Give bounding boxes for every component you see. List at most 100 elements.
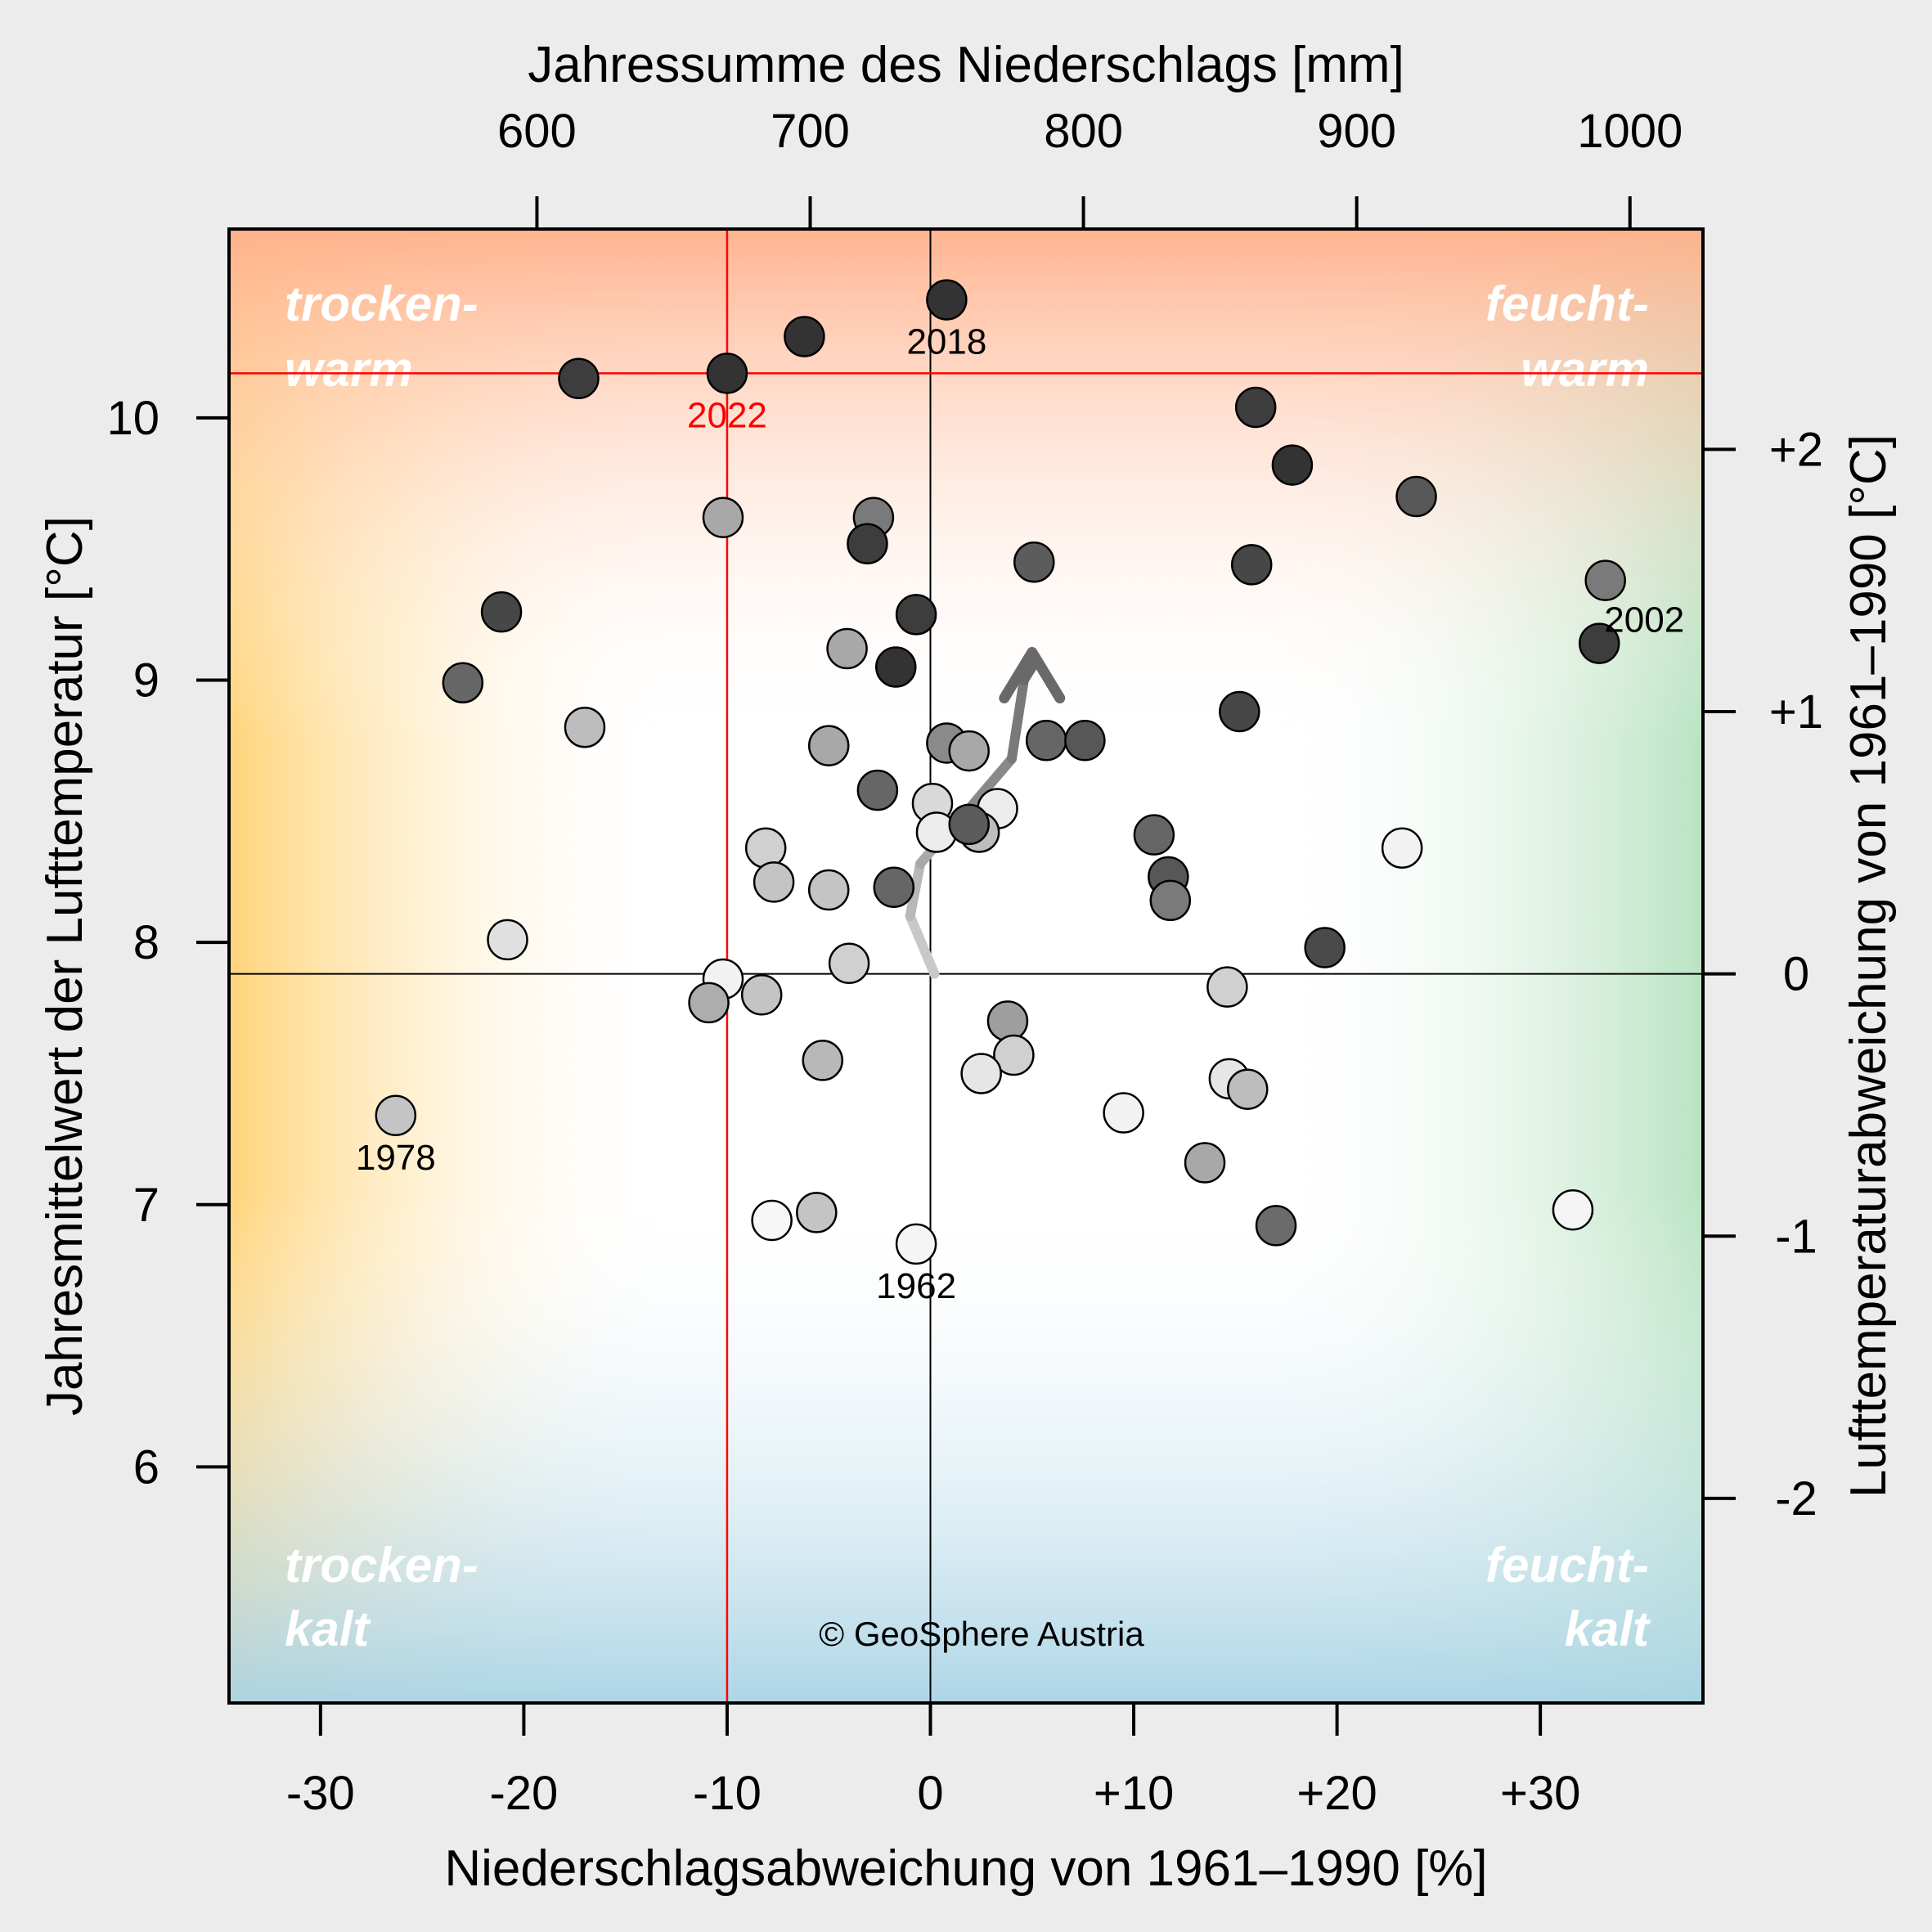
copyright: © GeoSphere Austria — [819, 1615, 1144, 1653]
data-point — [744, 827, 787, 869]
data-point — [993, 1034, 1035, 1076]
trend-segment — [1006, 675, 1029, 764]
data-point — [796, 1192, 838, 1233]
data-point — [751, 1199, 793, 1242]
quadrant-bottom-right-line2: kalt — [1565, 1602, 1651, 1656]
data-point — [1226, 1068, 1269, 1110]
data-point — [688, 982, 730, 1024]
data-point — [375, 1094, 417, 1137]
data-point — [807, 869, 850, 911]
point-label: 1962 — [876, 1266, 956, 1306]
data-point — [1133, 814, 1175, 856]
data-point — [706, 353, 748, 394]
data-point — [986, 1000, 1029, 1042]
right-axis: -2 -1 0 +1 +2 — [1703, 423, 1823, 1525]
data-point — [1584, 559, 1626, 601]
top-tick-label: 700 — [771, 105, 850, 158]
right-tick-label: -2 — [1775, 1472, 1817, 1525]
x-tick-label: -30 — [286, 1767, 355, 1820]
right-tick-label: +2 — [1769, 423, 1823, 476]
data-point — [960, 1053, 1002, 1094]
data-points — [375, 279, 1626, 1265]
data-point — [802, 1040, 844, 1081]
top-tick-label: 800 — [1044, 105, 1123, 158]
data-point — [895, 594, 937, 636]
data-point — [926, 279, 968, 321]
y-axis-title: Jahresmittelwert der Lufttemperatur [°C] — [37, 516, 93, 1416]
data-point — [1206, 966, 1248, 1008]
trend-segment — [905, 858, 926, 922]
top-axis: 600 700 800 900 1000 — [497, 105, 1683, 229]
top-tick-label: 1000 — [1577, 105, 1683, 158]
data-point — [948, 803, 990, 846]
data-point — [948, 730, 990, 772]
trend-segment — [1018, 662, 1037, 685]
top-tick-label: 600 — [497, 105, 577, 158]
point-label: 2002 — [1604, 600, 1684, 640]
x-tick-label: +30 — [1500, 1767, 1580, 1820]
quadrant-bottom-right-line1: feucht- — [1485, 1538, 1649, 1593]
x-tick-label: +20 — [1296, 1767, 1377, 1820]
data-point — [702, 496, 744, 538]
data-point — [1219, 690, 1260, 733]
data-point — [1013, 541, 1055, 583]
data-point — [873, 866, 915, 909]
bottom-axis: -30 -20 -10 0 +10 +20 +30 — [286, 1703, 1580, 1820]
data-point — [1103, 1092, 1144, 1134]
data-point — [1184, 1142, 1226, 1184]
quadrant-top-right-line1: feucht- — [1485, 276, 1649, 331]
data-point — [1234, 386, 1277, 429]
data-point — [564, 706, 606, 748]
top-axis-title: Jahressumme des Niederschlags [mm] — [528, 37, 1404, 93]
left-axis: 6 7 8 9 10 — [106, 392, 229, 1494]
data-point — [740, 974, 783, 1016]
trend-arrow-head — [999, 646, 1066, 703]
x-axis-title: Niederschlagsabweichung von 1961–1990 [%… — [444, 1840, 1487, 1897]
y-tick-label: 6 — [133, 1440, 160, 1494]
plot-frame — [227, 227, 1705, 1705]
data-point — [1304, 927, 1346, 968]
data-point — [1381, 827, 1423, 869]
quadrant-labels: trocken- warm feucht- warm trocken- kalt… — [285, 276, 1651, 1656]
data-point — [480, 591, 523, 633]
y-tick-label: 10 — [106, 392, 160, 445]
y-tick-label: 8 — [133, 916, 160, 969]
trend-segment — [905, 911, 940, 979]
data-point — [784, 316, 825, 357]
data-point — [1025, 719, 1067, 762]
x-tick-label: -10 — [693, 1767, 762, 1820]
point-label: 2018 — [906, 322, 986, 362]
right-tick-label: 0 — [1783, 948, 1809, 1001]
y-axis-right-title: Lufttemperaturabweichung von 1961–1990 [… — [1840, 434, 1897, 1498]
data-point — [1255, 1205, 1297, 1247]
quadrant-top-left-line1: trocken- — [285, 276, 479, 331]
point-label: 1978 — [356, 1138, 436, 1178]
y-tick-label: 7 — [133, 1179, 160, 1232]
data-point — [895, 1223, 937, 1265]
data-point — [874, 646, 917, 688]
right-tick-label: -1 — [1775, 1210, 1817, 1263]
quadrant-bottom-left-line1: trocken- — [285, 1538, 479, 1593]
data-point — [1064, 719, 1106, 762]
data-point — [1395, 475, 1437, 518]
top-tick-label: 900 — [1317, 105, 1396, 158]
data-point — [487, 919, 528, 961]
data-point — [753, 861, 795, 903]
x-tick-label: -20 — [489, 1767, 558, 1820]
data-point — [856, 769, 899, 811]
data-point — [826, 627, 868, 670]
data-point — [558, 357, 600, 400]
quadrant-bottom-left-line2: kalt — [285, 1602, 371, 1656]
data-point — [1149, 879, 1192, 922]
data-point — [442, 662, 484, 703]
data-point — [1230, 544, 1273, 586]
x-tick-label: 0 — [917, 1767, 943, 1820]
data-point — [1552, 1188, 1594, 1231]
data-point — [847, 523, 888, 565]
quadrant-top-right-line2: warm — [1521, 342, 1649, 397]
right-tick-label: +1 — [1769, 685, 1823, 739]
point-label-highlight: 2022 — [687, 395, 767, 435]
plot-background — [229, 229, 1703, 1703]
y-tick-label: 9 — [133, 654, 160, 708]
